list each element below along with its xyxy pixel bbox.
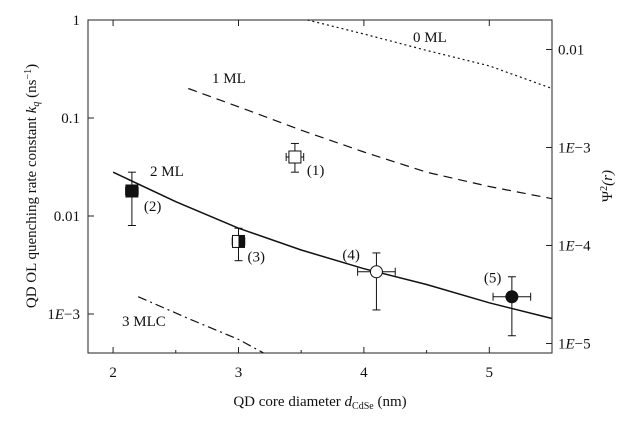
data-point-4 [357,252,396,311]
y2-tick-label: 1E−5 [558,337,591,353]
y2-tick-label: 1E−4 [558,239,591,255]
ticks-layer: 2 3 4 5 1 0.1 0.01 1E−3 0.01 1E−3 1E−4 1E−5 [47,13,591,381]
data-point-2 [125,171,139,226]
data-point-5 [492,276,532,337]
y-tick-label: 0.01 [54,209,80,225]
x-tick-label: 3 [235,365,243,381]
point-label-3: (3) [247,249,265,265]
marker-fill [238,235,245,248]
y-axis-label: QD OL quenching rate constant kq (ns−1) [23,64,42,308]
data-point-3 [231,227,246,262]
curve-1-ml [188,87,553,200]
curve-label-3-mlc: 3 MLC [122,314,166,330]
y-tick-label: 0.1 [61,111,80,127]
marker [125,184,139,198]
y-tick-label: 1 [73,13,81,29]
y2-axis-label: Ψ2(r) [599,170,616,202]
point-label-4: (4) [342,248,360,264]
y2-tick-label: 1E−3 [558,141,591,157]
x-tick-label: 4 [360,365,368,381]
plot-frame [87,19,553,354]
point-label-2: (2) [144,199,162,215]
x-axis-label: QD core diameter dCdSe (nm) [233,394,406,412]
point-label-1: (1) [307,163,325,179]
data-point-1 [285,142,305,173]
point-label-5: (5) [484,271,502,287]
curve-label-0-ml: 0 ML [413,30,447,46]
curve-label-2-ml: 2 ML [150,164,184,180]
y-tick-label: 1E−3 [47,307,80,323]
curve-label-1-ml: 1 ML [212,71,246,87]
x-tick-label: 5 [486,365,494,381]
curve-2-ml [112,171,553,320]
x-tick-label: 2 [109,365,117,381]
curves-layer [112,19,553,354]
marker [505,290,519,304]
marker [369,265,383,279]
points-layer [125,142,532,337]
labels-layer: 0 ML 1 ML 2 ML 3 MLC (1) (2) (3) (4) (5) [122,30,501,330]
y2-tick-label: 0.01 [558,43,584,59]
curve-3-mlc [137,296,264,354]
marker [288,150,302,164]
